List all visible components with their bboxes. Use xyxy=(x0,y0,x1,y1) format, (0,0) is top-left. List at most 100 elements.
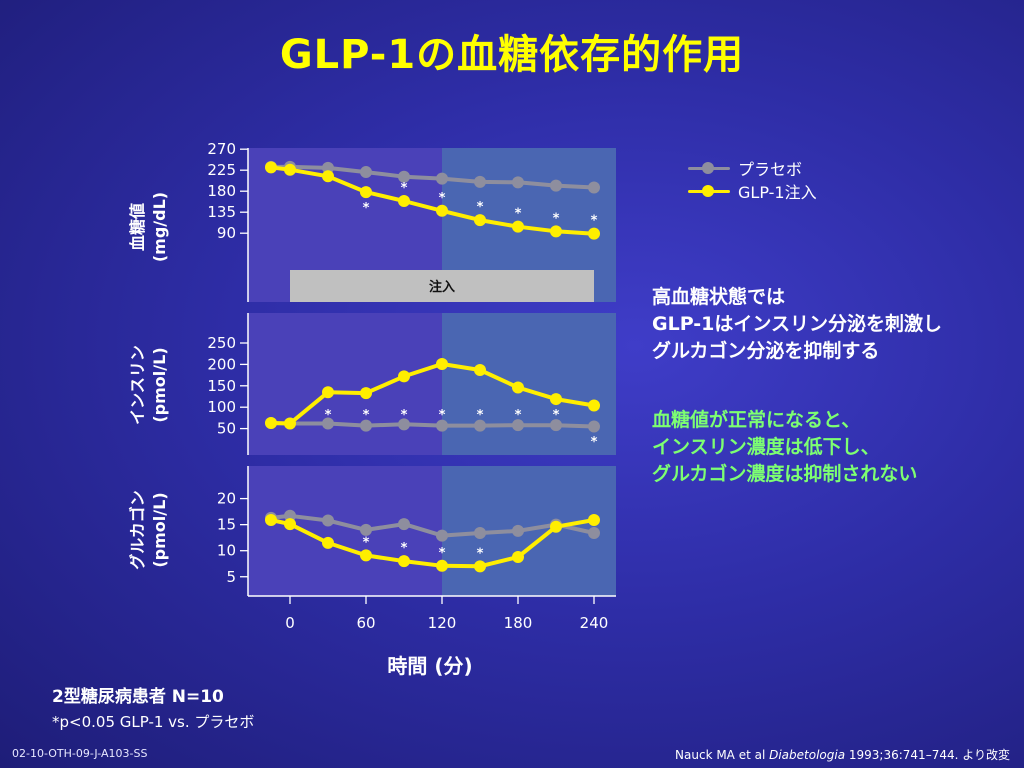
data-point-glp1 xyxy=(436,357,448,370)
series-line-placebo xyxy=(270,421,595,429)
panel-bg-right xyxy=(442,313,616,455)
series-line-glp1 xyxy=(270,362,595,426)
y-tick-label: 90 xyxy=(217,224,236,242)
note1-line2: GLP-1はインスリン分泌を刺激し xyxy=(652,313,943,335)
citation-authors: Nauck MA et al xyxy=(675,748,770,762)
data-point-glp1 xyxy=(588,513,600,526)
y-tick-label: 225 xyxy=(207,161,236,179)
y-tick-label: 200 xyxy=(207,355,236,373)
x-axis: 0 60 120 180 240 xyxy=(248,595,616,632)
infusion-label: 注入 xyxy=(429,279,455,295)
significance-star: * xyxy=(515,408,522,423)
data-point-glp1 xyxy=(284,163,296,176)
y-tick-label: 180 xyxy=(207,182,236,200)
note1-line3: グルカゴン分泌を抑制する xyxy=(652,340,880,362)
significance-star: * xyxy=(477,200,484,215)
data-point-glp1 xyxy=(265,161,277,174)
y-axis-label-line1: 血糖値 xyxy=(128,203,147,251)
y-tick-label: 20 xyxy=(217,490,236,508)
y-tick-label: 15 xyxy=(217,516,236,534)
data-point-placebo xyxy=(588,526,600,539)
data-point-placebo xyxy=(398,170,410,183)
significance-star: * xyxy=(325,408,332,423)
y-axis-label: グルカゴン (pmol/L) xyxy=(128,490,169,570)
y-axis-label-line2: (mg/dL) xyxy=(150,192,169,262)
data-point-glp1 xyxy=(322,536,334,549)
note2-line3: グルカゴン濃度は抑制されない xyxy=(652,463,918,485)
data-point-glp1 xyxy=(474,560,486,573)
data-point-placebo xyxy=(322,161,334,174)
data-point-glp1 xyxy=(512,550,524,563)
y-axis-label-line2: (pmol/L) xyxy=(150,492,169,567)
significance-star: * xyxy=(363,201,370,216)
y-axis-label-line2: (pmol/L) xyxy=(150,347,169,422)
document-code: 02-10-OTH-09-J-A103-SS xyxy=(12,747,148,760)
data-point-placebo xyxy=(322,514,334,527)
data-point-placebo xyxy=(512,419,524,432)
legend-swatch-placebo xyxy=(688,161,730,175)
significance-star: * xyxy=(591,435,598,450)
data-point-glp1 xyxy=(398,194,410,207)
x-tick-label: 180 xyxy=(504,614,533,632)
data-point-placebo xyxy=(284,509,296,522)
significance-note: *p<0.05 GLP-1 vs. プラセボ xyxy=(52,713,255,731)
x-tick-label: 120 xyxy=(428,614,457,632)
data-point-placebo xyxy=(360,419,372,432)
data-point-glp1 xyxy=(588,399,600,412)
data-point-glp1 xyxy=(512,381,524,394)
data-point-placebo xyxy=(436,172,448,185)
patients-info: 2型糖尿病患者 N=10 xyxy=(52,687,224,707)
y-tick-label: 270 xyxy=(207,140,236,158)
significance-star: * xyxy=(553,211,560,226)
significance-star: * xyxy=(477,546,484,561)
series-line-glp1 xyxy=(270,518,595,569)
data-point-glp1 xyxy=(265,513,277,526)
y-axis-label-line1: インスリン xyxy=(128,345,147,425)
legend: プラセボ GLP-1注入 xyxy=(688,156,817,202)
data-point-glp1 xyxy=(550,225,562,238)
data-point-glp1 xyxy=(265,417,277,430)
note2-line2: インスリン濃度は低下し、 xyxy=(652,436,880,458)
significance-star: * xyxy=(477,408,484,423)
data-point-placebo xyxy=(474,175,486,188)
chart-panel-2: 50 100 150 200 250 インスリン (pmol/L) * * * * * * * * xyxy=(128,313,616,455)
legend-item-placebo: プラセボ xyxy=(688,156,817,179)
y-tick-label: 100 xyxy=(207,398,236,416)
data-point-glp1 xyxy=(360,387,372,400)
data-point-placebo xyxy=(588,420,600,433)
citation-details: 1993;36:741–744. より改変 xyxy=(845,748,1010,762)
data-point-placebo xyxy=(436,419,448,432)
data-point-placebo xyxy=(512,176,524,189)
data-point-glp1 xyxy=(322,170,334,183)
data-point-placebo xyxy=(360,166,372,179)
data-point-glp1 xyxy=(360,186,372,199)
note-hyperglycemia: 高血糖状態では GLP-1はインスリン分泌を刺激し グルカゴン分泌を抑制する xyxy=(652,284,942,365)
data-point-placebo xyxy=(474,526,486,539)
y-tick-label: 150 xyxy=(207,377,236,395)
x-tick-label: 60 xyxy=(356,614,375,632)
significance-star: * xyxy=(553,408,560,423)
x-tick-label: 240 xyxy=(580,614,609,632)
legend-item-glp1: GLP-1注入 xyxy=(688,179,817,202)
y-tick-label: 135 xyxy=(207,203,236,221)
slide-title: GLP-1の血糖依存的作用 xyxy=(279,32,745,78)
significance-star: * xyxy=(591,214,598,229)
significance-star: * xyxy=(515,207,522,222)
data-point-placebo xyxy=(322,417,334,430)
data-point-placebo xyxy=(550,179,562,192)
significance-star: * xyxy=(401,408,408,423)
y-axis-label: インスリン (pmol/L) xyxy=(128,345,169,425)
series-line-glp1 xyxy=(270,165,595,236)
data-point-glp1 xyxy=(588,227,600,240)
data-point-glp1 xyxy=(512,220,524,233)
data-point-glp1 xyxy=(360,549,372,562)
significance-star: * xyxy=(363,408,370,423)
infusion-bar xyxy=(290,270,594,302)
y-axis-label-line1: グルカゴン xyxy=(128,490,147,570)
chart-panel-3: 5 10 15 20 グルカゴン (pmol/L) * * * * xyxy=(128,466,616,596)
significance-star: * xyxy=(439,191,446,206)
data-point-glp1 xyxy=(436,559,448,572)
data-point-glp1 xyxy=(474,214,486,227)
panel-bg-left xyxy=(248,466,442,596)
